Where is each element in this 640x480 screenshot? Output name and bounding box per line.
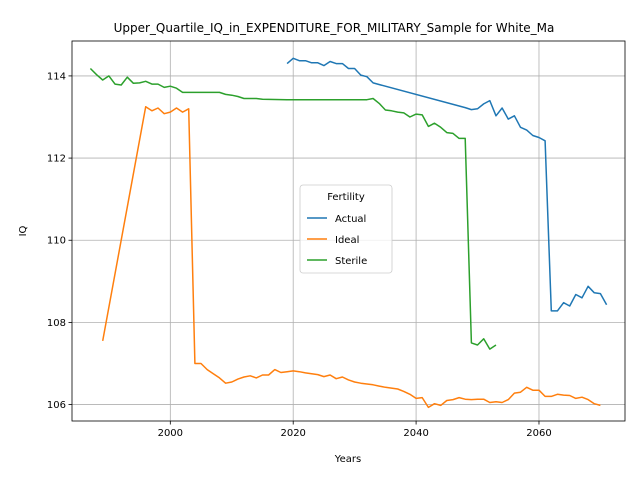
legend-label-ideal: Ideal: [335, 235, 359, 246]
axis-ticks: 2000 2020 2040 2060 106 108 110 112 114: [47, 71, 552, 439]
series-lines: [89, 57, 608, 409]
legend-label-actual: Actual: [335, 214, 366, 225]
x-tick-label: 2060: [526, 428, 551, 439]
chart-title: Upper_Quartile_IQ_in_EXPENDITURE_FOR_MIL…: [114, 21, 555, 35]
legend: Fertility Actual Ideal Sterile: [299, 184, 393, 274]
plot-frame: [71, 40, 626, 422]
y-tick-label: 108: [47, 318, 66, 329]
series-line-ideal: [101, 105, 601, 409]
x-tick-label: 2000: [158, 428, 183, 439]
grid: [72, 41, 625, 421]
y-axis-title: IQ: [18, 225, 29, 236]
series-line-actual: [286, 57, 608, 312]
x-tick-label: 2020: [280, 428, 305, 439]
y-tick-label: 106: [47, 400, 66, 411]
y-tick-label: 110: [47, 236, 66, 247]
x-axis-title: Years: [334, 454, 361, 465]
series-line-sterile: [89, 67, 497, 350]
legend-label-sterile: Sterile: [335, 256, 367, 267]
y-tick-label: 114: [47, 71, 66, 82]
legend-title: Fertility: [327, 192, 365, 203]
x-tick-label: 2040: [403, 428, 428, 439]
y-tick-label: 112: [47, 154, 66, 165]
legend-box: [299, 184, 393, 274]
